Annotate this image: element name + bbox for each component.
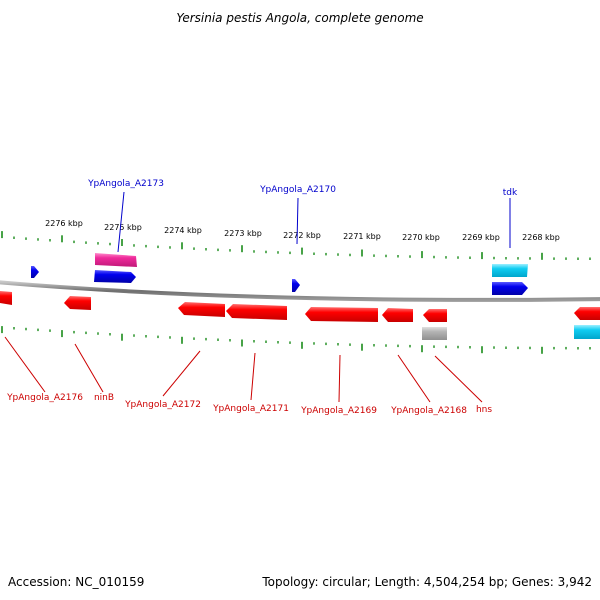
gene-label-ypangola-a2173[interactable]: YpAngola_A2173: [87, 179, 164, 189]
gene-ypangola-a2168[interactable]: [382, 308, 413, 322]
leader-line: [74, 343, 104, 393]
gene-ypangola-a2171[interactable]: [226, 304, 287, 320]
leader-line: [4, 336, 46, 393]
leader-line: [117, 191, 125, 253]
forward-genes: [31, 253, 528, 295]
gene-label-hns[interactable]: hns: [476, 405, 492, 415]
kbp-label: 2272 kbp: [283, 231, 321, 240]
leader-line: [434, 355, 483, 403]
gene-ypangola-a2169[interactable]: [305, 307, 378, 322]
kbp-label: 2270 kbp: [402, 233, 440, 242]
gene-label-ninb[interactable]: ninB: [94, 393, 114, 403]
leader-line: [338, 354, 341, 403]
genome-summary-text: Topology: circular; Length: 4,504,254 bp…: [261, 575, 592, 589]
leader-line: [397, 354, 431, 403]
kbp-label: 2273 kbp: [224, 229, 262, 238]
gene-label-tdk[interactable]: tdk: [503, 188, 518, 198]
kbp-label: 2276 kbp: [45, 219, 83, 228]
gene-ypangola-a2176[interactable]: [0, 291, 12, 305]
upper-tick-row: [1, 231, 591, 260]
kbp-label: 2268 kbp: [522, 233, 560, 242]
kbp-label: 2274 kbp: [164, 226, 202, 235]
gene-gray[interactable]: [422, 327, 447, 340]
kbp-label: 2275 kbp: [104, 223, 142, 232]
gene-label-ypangola-a2168[interactable]: YpAngola_A2168: [390, 406, 467, 416]
gene-label-ypangola-a2170[interactable]: YpAngola_A2170: [259, 185, 336, 195]
gene-tdk-neighbor-blue[interactable]: [492, 282, 528, 295]
gene-ypangola-a2170-blue[interactable]: [292, 279, 300, 292]
gene-ypangola-a2174-blue[interactable]: [94, 270, 136, 283]
gene-tdk-cyan[interactable]: [492, 264, 528, 277]
kbp-scale: 2276 kbp 2275 kbp 2274 kbp 2273 kbp 2272…: [45, 219, 560, 242]
accession-text: Accession: NC_010159: [8, 575, 144, 589]
kbp-label: 2271 kbp: [343, 232, 381, 241]
gene-ypangola-a2173-pink[interactable]: [95, 253, 137, 267]
gene-ninb[interactable]: [64, 296, 91, 310]
gene-hns[interactable]: [423, 309, 447, 322]
reverse-genes: [0, 291, 600, 340]
leader-line: [162, 350, 201, 397]
gene-cyan-right-edge[interactable]: [574, 325, 600, 339]
gene-label-ypangola-a2172[interactable]: YpAngola_A2172: [124, 400, 201, 410]
lower-tick-row: [1, 326, 591, 354]
lower-leader-lines: [4, 336, 483, 403]
leader-line: [250, 352, 256, 401]
leader-line: [296, 197, 299, 245]
map-title: Yersinia pestis Angola, complete genome: [176, 11, 423, 25]
gene-ypangola-a2172[interactable]: [178, 302, 225, 317]
gene-label-ypangola-a2169[interactable]: YpAngola_A2169: [300, 406, 377, 416]
gene-label-ypangola-a2176[interactable]: YpAngola_A2176: [6, 393, 83, 403]
gene-small-blue[interactable]: [31, 266, 39, 278]
kbp-label: 2269 kbp: [462, 233, 500, 242]
upper-leader-lines: [117, 191, 511, 253]
gene-label-ypangola-a2171[interactable]: YpAngola_A2171: [212, 404, 289, 414]
genome-backbone: [0, 280, 600, 302]
gene-red-right-edge[interactable]: [574, 307, 600, 320]
